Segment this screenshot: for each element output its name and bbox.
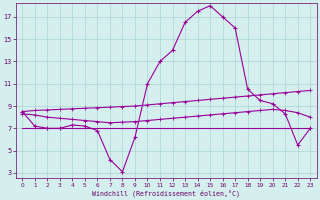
X-axis label: Windchill (Refroidissement éolien,°C): Windchill (Refroidissement éolien,°C)	[92, 189, 240, 197]
